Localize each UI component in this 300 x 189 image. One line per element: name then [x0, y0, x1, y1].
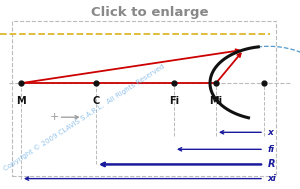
Text: R: R [268, 160, 275, 169]
Text: +: + [49, 112, 59, 122]
Text: M: M [16, 96, 26, 106]
Bar [12, 21, 276, 176]
Text: fi: fi [268, 145, 274, 154]
Text: Mi: Mi [209, 96, 223, 106]
Text: xi: xi [268, 174, 277, 183]
Text: C: C [92, 96, 100, 106]
Text: x: x [268, 128, 273, 137]
Text: Click to enlarge: Click to enlarge [91, 6, 209, 19]
Text: Fi: Fi [169, 96, 179, 106]
Text: Copyright © 2009 CLAVIS S.A.R.L.  All Rights Reserved: Copyright © 2009 CLAVIS S.A.R.L. All Rig… [2, 63, 166, 172]
